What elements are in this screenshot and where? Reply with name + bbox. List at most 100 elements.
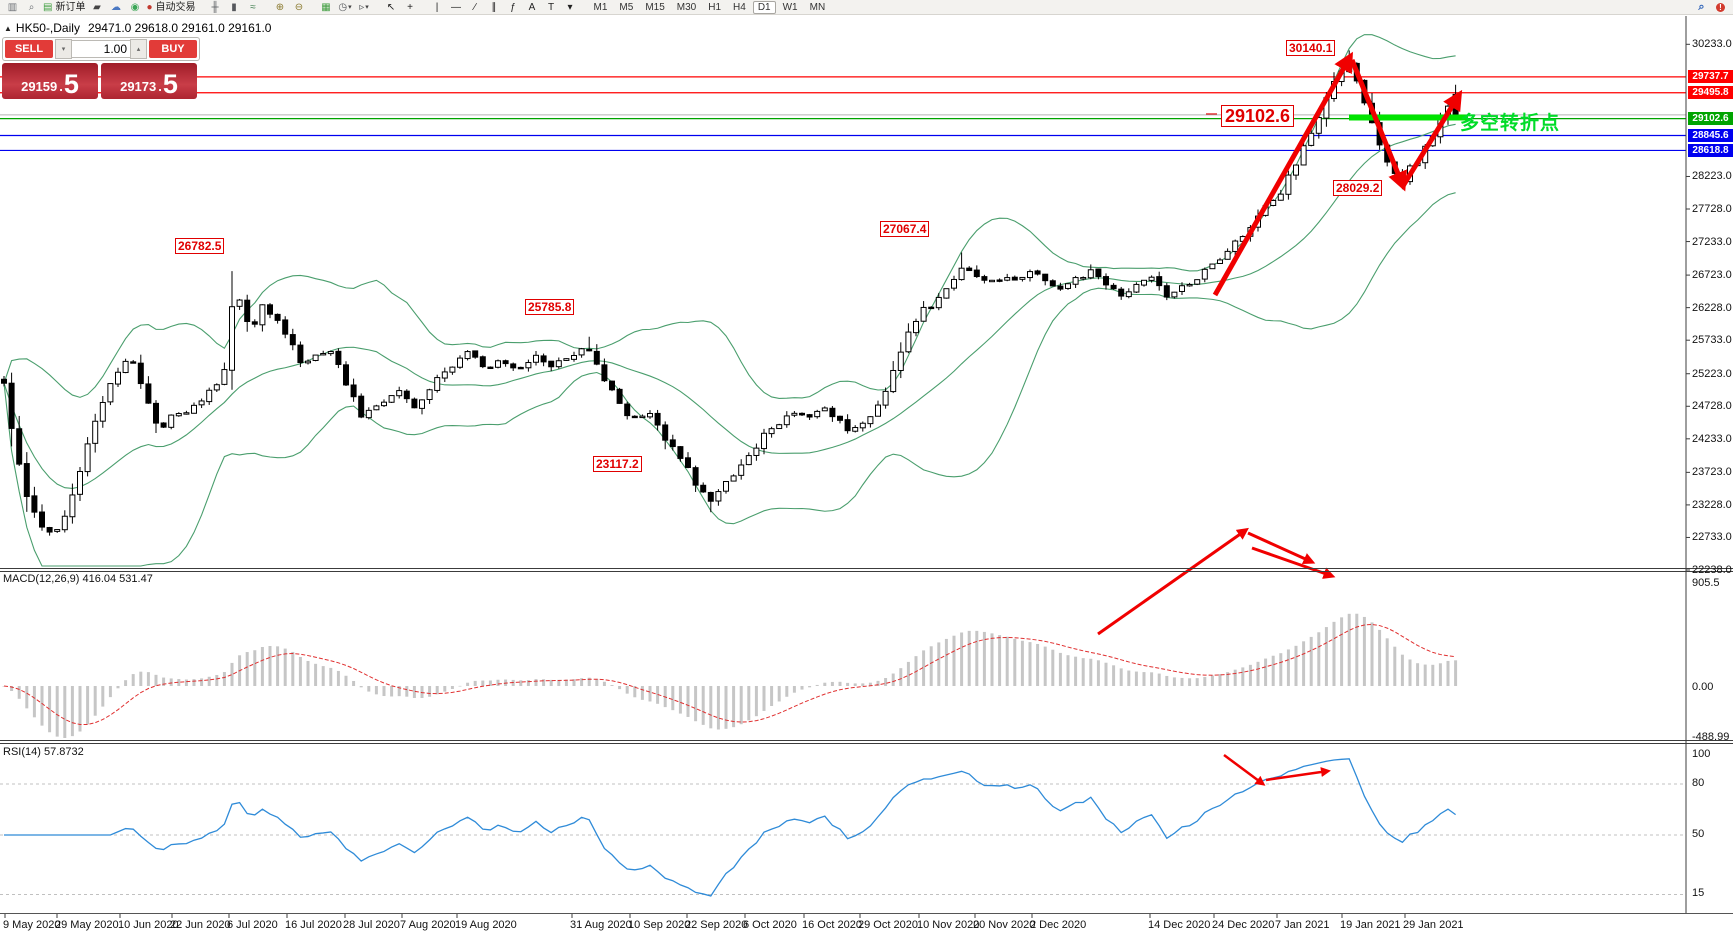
- timeframe-M30[interactable]: M30: [676, 1, 697, 13]
- gold-icon[interactable]: ▰: [88, 1, 105, 14]
- rsi-axis-tick[interactable]: 50: [1692, 828, 1705, 840]
- chart-shift-icon[interactable]: ▹ ▾: [356, 1, 373, 14]
- price-annotation[interactable]: 27067.4: [880, 221, 930, 237]
- dropdown-arrow-icon[interactable]: ▾: [365, 3, 369, 11]
- price-axis-tick[interactable]: 28223.0: [1692, 170, 1732, 183]
- price-axis-tick[interactable]: 27728.0: [1692, 203, 1732, 215]
- volume-input[interactable]: [72, 40, 130, 58]
- macd-axis-tick[interactable]: 905.5: [1692, 577, 1720, 589]
- price-annotation[interactable]: 23117.2: [593, 456, 642, 472]
- candlestick-icon[interactable]: ▮: [226, 1, 243, 14]
- dropdown-arrow-icon[interactable]: ▾: [348, 3, 352, 11]
- price-axis-tick[interactable]: 23228.0: [1692, 498, 1732, 511]
- fibonacci-icon[interactable]: ƒ: [505, 1, 522, 14]
- contacts-icon[interactable]: ☁: [107, 1, 124, 14]
- date-axis-label[interactable]: 20 Nov 2020: [973, 919, 1036, 931]
- date-axis-label[interactable]: 2 Dec 2020: [1030, 919, 1087, 931]
- level-lines[interactable]: [0, 76, 1686, 152]
- price-axis-tick[interactable]: 27233.0: [1692, 235, 1732, 248]
- sell-price-panel[interactable]: 29159. 5: [2, 63, 98, 99]
- timeframe-H4[interactable]: H4: [733, 1, 746, 13]
- date-axis-label[interactable]: 16 Oct 2020: [802, 919, 862, 931]
- pane-separator[interactable]: [0, 740, 1733, 741]
- profile-preview-icon[interactable]: ⌕: [23, 1, 40, 14]
- price-axis-tick[interactable]: 26228.0: [1692, 301, 1732, 314]
- text-label-icon[interactable]: T: [543, 1, 560, 14]
- sell-button[interactable]: SELL: [5, 40, 53, 58]
- price-annotation[interactable]: 29102.6: [1221, 105, 1295, 127]
- pane-separator[interactable]: [0, 571, 1733, 572]
- macd-axis-tick[interactable]: -488.99: [1692, 731, 1730, 743]
- price-axis-tick[interactable]: 24728.0: [1692, 400, 1732, 413]
- text-icon[interactable]: A: [524, 1, 541, 14]
- date-axis-label[interactable]: 7 Jan 2021: [1275, 919, 1330, 931]
- buy-button[interactable]: BUY: [149, 40, 197, 58]
- date-axis-label[interactable]: 19 Jan 2021: [1340, 919, 1401, 931]
- date-axis-label[interactable]: 28 Jul 2020: [343, 919, 400, 931]
- date-axis-label[interactable]: 6 Oct 2020: [743, 919, 797, 931]
- price-axis-tick[interactable]: 24233.0: [1692, 432, 1732, 445]
- crosshair-icon[interactable]: +: [402, 1, 419, 14]
- price-axis-tick[interactable]: 22733.0: [1692, 531, 1732, 544]
- chart-window-icon[interactable]: ▥: [4, 1, 21, 14]
- timeframe-H1[interactable]: H1: [708, 1, 722, 13]
- date-axis-label[interactable]: 22 Jun 2020: [170, 919, 231, 931]
- signal-icon[interactable]: ◉: [126, 1, 143, 14]
- new-order-button[interactable]: ▤ 新订单: [42, 1, 86, 14]
- shapes-icon[interactable]: ▾: [562, 1, 579, 14]
- notification-icon[interactable]: !: [1712, 1, 1729, 14]
- price-axis-tick[interactable]: 25733.0: [1692, 334, 1732, 347]
- rsi-axis-tick[interactable]: 80: [1692, 777, 1705, 789]
- price-axis-tick[interactable]: 30233.0: [1692, 38, 1732, 51]
- date-axis-label[interactable]: 19 Aug 2020: [455, 919, 517, 931]
- macd-axis-tick[interactable]: 0.00: [1692, 681, 1714, 693]
- date-axis-label[interactable]: 29 Oct 2020: [858, 919, 918, 931]
- buy-price-panel[interactable]: 29173. 5: [101, 63, 197, 99]
- price-axis-tick[interactable]: 26723.0: [1692, 269, 1732, 282]
- line-chart-icon[interactable]: ≈: [245, 1, 262, 14]
- timeframe-W1[interactable]: W1: [782, 1, 798, 13]
- pane-separator[interactable]: [0, 568, 1733, 569]
- price-axis-tick[interactable]: 22238.0: [1692, 564, 1732, 576]
- ohlc-bars-icon[interactable]: ╫: [207, 1, 224, 14]
- date-axis-label[interactable]: 16 Jul 2020: [285, 919, 342, 931]
- price-annotation[interactable]: 25785.8: [525, 299, 575, 315]
- collapse-icon[interactable]: ▲: [4, 23, 12, 33]
- date-axis-label[interactable]: 10 Sep 2020: [628, 919, 691, 931]
- cursor-icon[interactable]: ↖: [383, 1, 400, 14]
- price-annotation[interactable]: 30140.1: [1286, 40, 1336, 56]
- price-annotation[interactable]: 28029.2: [1333, 180, 1383, 196]
- price-axis-tick[interactable]: 23723.0: [1692, 466, 1732, 479]
- turning-point-annotation[interactable]: 多空转折点: [1460, 113, 1561, 134]
- date-axis-label[interactable]: 14 Dec 2020: [1148, 919, 1211, 931]
- search-icon[interactable]: ⌕: [1698, 0, 1705, 13]
- date-axis-label[interactable]: 29 May 2020: [55, 919, 119, 931]
- tile-windows-icon[interactable]: ▦: [318, 1, 335, 14]
- horizontal-line-icon[interactable]: —: [448, 1, 465, 14]
- date-axis-label[interactable]: 10 Nov 2020: [917, 919, 980, 931]
- date-axis-label[interactable]: 31 Aug 2020: [570, 919, 632, 931]
- timeframe-D1[interactable]: D1: [752, 0, 776, 14]
- date-axis-label[interactable]: 9 May 2020: [3, 919, 61, 931]
- channel-icon[interactable]: ∥: [486, 1, 503, 14]
- date-axis-label[interactable]: 10 Jun 2020: [118, 919, 179, 931]
- auto-trade-button[interactable]: ● 自动交易: [145, 1, 196, 14]
- zoom-in-icon[interactable]: ⊕: [272, 1, 289, 14]
- vertical-line-icon[interactable]: |: [429, 1, 446, 14]
- date-axis-label[interactable]: 24 Dec 2020: [1212, 919, 1275, 931]
- timeframe-M15[interactable]: M15: [645, 1, 665, 13]
- rsi-axis-tick[interactable]: 15: [1692, 887, 1705, 899]
- trendline-icon[interactable]: ∕: [467, 1, 484, 14]
- date-axis-label[interactable]: 29 Jan 2021: [1403, 919, 1464, 931]
- timeframe-MN[interactable]: MN: [809, 1, 826, 13]
- timeframe-M1[interactable]: M1: [593, 1, 608, 13]
- date-axis-label[interactable]: 6 Jul 2020: [227, 919, 278, 931]
- pane-separator[interactable]: [0, 743, 1733, 744]
- clock-icon[interactable]: ◷ ▾: [337, 1, 354, 14]
- volume-decrease-button[interactable]: ▾: [55, 39, 72, 59]
- date-axis-label[interactable]: 7 Aug 2020: [400, 919, 456, 931]
- rsi-axis-tick[interactable]: 100: [1692, 748, 1711, 760]
- timeframe-M5[interactable]: M5: [619, 1, 634, 13]
- price-axis-tick[interactable]: 25223.0: [1692, 367, 1732, 380]
